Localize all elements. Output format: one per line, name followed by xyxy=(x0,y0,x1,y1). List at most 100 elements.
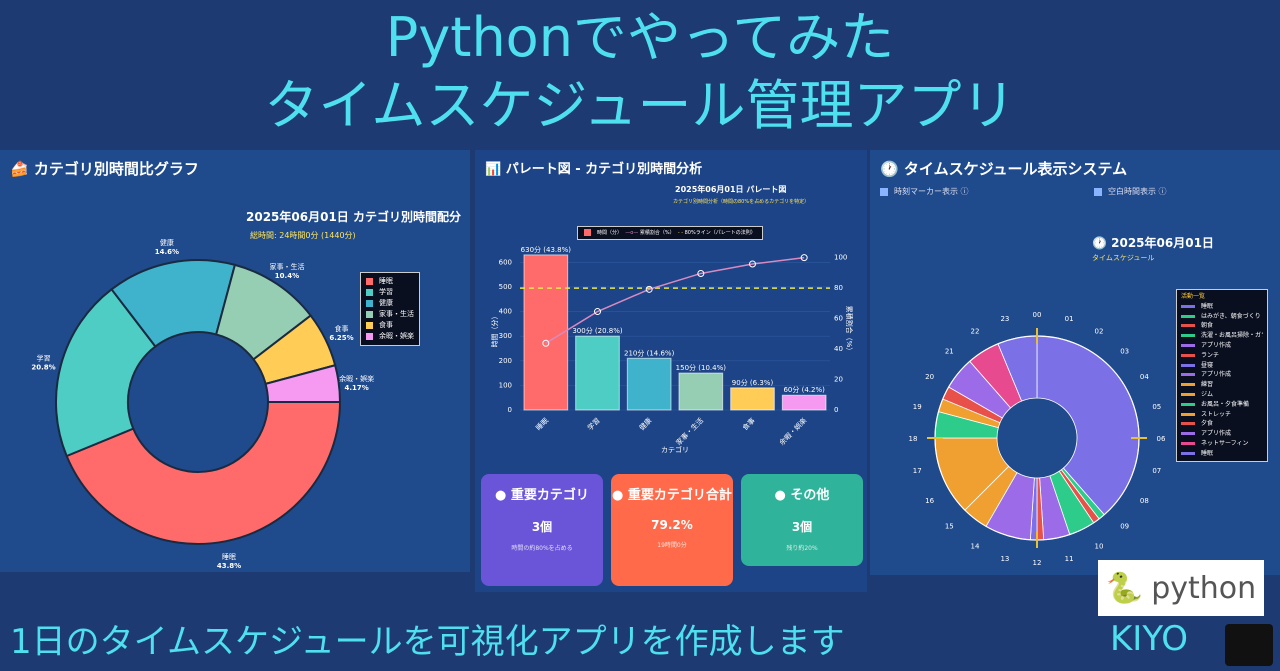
y2-tick-label: 20 xyxy=(834,376,843,384)
legend-item[interactable]: 睡眠 xyxy=(1181,449,1263,459)
pareto-chart-subtitle: カテゴリ別時間分析（時間の80%を占めるカテゴリを特定） xyxy=(673,199,810,205)
legend-item[interactable]: ネットサーフィン xyxy=(1181,439,1263,449)
legend-item[interactable]: ジム xyxy=(1181,390,1263,400)
legend-item[interactable]: 練習 xyxy=(1181,380,1263,390)
legend-swatch xyxy=(366,277,373,285)
donut-panel-title: 🍰 カテゴリ別時間比グラフ xyxy=(10,158,199,179)
card-note: 19時間0分 xyxy=(657,542,687,549)
legend-label: ネットサーフィン xyxy=(1201,439,1249,447)
time-marker-label: 時刻マーカー表示 xyxy=(894,187,958,196)
legend-label: ランチ xyxy=(1201,351,1220,359)
cake-icon: 🍰 xyxy=(10,160,34,178)
bar-value-label: 150分 (10.4%) xyxy=(676,363,727,372)
legend-threshold: 80%ライン（パレートの法則） xyxy=(684,230,756,236)
cumulative-point xyxy=(800,254,808,262)
legend-label: 朝食 xyxy=(1201,322,1214,330)
x-axis-label: カテゴリ xyxy=(661,445,689,454)
bar-value-label: 630分 (43.8%) xyxy=(521,245,572,254)
x-tick-label: 家事・生活 xyxy=(674,416,705,447)
schedule-panel-title-text: タイムスケジュール表示システム xyxy=(903,160,1128,178)
checkbox-checked-icon[interactable] xyxy=(1094,187,1102,196)
legend-label: アプリ作成 xyxy=(1201,341,1232,349)
legend-swatch xyxy=(1181,324,1195,328)
hour-label: 05 xyxy=(1152,403,1161,411)
y-tick-label: 400 xyxy=(499,308,512,316)
legend-label: ストレッチ xyxy=(1201,410,1232,418)
legend-label: アプリ作成 xyxy=(1201,371,1232,379)
checkbox-checked-icon[interactable] xyxy=(880,187,888,196)
donut-panel-title-text: カテゴリ別時間比グラフ xyxy=(33,160,199,178)
legend-item[interactable]: はみがき、朝食づくり xyxy=(1181,312,1263,322)
legend-item[interactable]: 健康 xyxy=(366,298,414,309)
legend-item[interactable]: 朝食 xyxy=(1181,321,1263,331)
card-title: 重要カテゴリ合計 xyxy=(627,488,732,503)
hour-label: 06 xyxy=(1157,435,1166,443)
legend-label: 余暇・娯楽 xyxy=(379,332,414,340)
legend-item[interactable]: 食事 xyxy=(366,320,414,331)
x-tick-label: 余暇・娯楽 xyxy=(777,416,808,447)
pareto-chart: 0 100 200 300 400 500 600 0 20 40 60 80 100 630分 (43.… xyxy=(490,245,854,454)
schedule-panel-title: 🕐 タイムスケジュール表示システム xyxy=(880,158,1127,179)
legend-item[interactable]: 睡眠 xyxy=(1181,302,1263,312)
card-title: 重要カテゴリ xyxy=(510,488,589,503)
hour-label: 21 xyxy=(945,347,954,355)
donut-percent: 14.6% xyxy=(155,248,179,256)
legend-swatch xyxy=(1181,343,1195,347)
hour-label: 00 xyxy=(1033,311,1042,319)
hour-label: 23 xyxy=(1000,315,1009,323)
y2-axis-label: 累積割合（%） xyxy=(845,306,854,355)
legend-item[interactable]: 昼寝 xyxy=(1181,361,1263,371)
blank-time-label: 空白時間表示 xyxy=(1108,187,1156,196)
legend-label: はみがき、朝食づくり xyxy=(1201,312,1261,320)
legend-swatch xyxy=(1181,392,1195,396)
cumulative-point xyxy=(645,285,653,293)
blank-time-checkbox[interactable]: 空白時間表示 ⓘ xyxy=(1094,186,1167,197)
donut-percent: 20.8% xyxy=(31,363,55,371)
legend-label: 学習 xyxy=(379,288,393,296)
legend-item[interactable]: 睡眠 xyxy=(366,276,414,287)
legend-item[interactable]: ストレッチ xyxy=(1181,410,1263,420)
legend-swatch xyxy=(366,288,373,296)
cumulative-point xyxy=(697,269,705,277)
donut-total: 総時間: 24時間0分 (1440分) xyxy=(250,231,356,240)
schedule-panel: 🕐 タイムスケジュール表示システム 時刻マーカー表示 ⓘ 空白時間表示 ⓘ 🕐 … xyxy=(870,150,1280,575)
legend-item[interactable]: アプリ作成 xyxy=(1181,429,1263,439)
y-axis-label: 時間（分） xyxy=(490,313,499,348)
legend-item[interactable]: アプリ作成 xyxy=(1181,341,1263,351)
legend-swatch xyxy=(1181,353,1195,357)
legend-label: 睡眠 xyxy=(379,277,393,285)
hour-label: 08 xyxy=(1140,497,1149,505)
banner-title-line2: タイムスケジュール管理アプリ xyxy=(264,74,1016,137)
legend-swatch xyxy=(1181,383,1195,387)
legend-item[interactable]: アプリ作成 xyxy=(1181,370,1263,380)
legend-swatch xyxy=(1181,451,1195,455)
donut-percent: 4.17% xyxy=(344,384,368,392)
legend-item[interactable]: お風呂・夕食準備 xyxy=(1181,400,1263,410)
card-value: 3個 xyxy=(791,520,813,534)
legend-swatch xyxy=(1181,314,1195,318)
legend-swatch xyxy=(366,310,373,318)
legend-swatch xyxy=(366,321,373,329)
mascot-icon xyxy=(1225,624,1273,666)
hour-label: 02 xyxy=(1095,328,1104,336)
time-marker-checkbox[interactable]: 時刻マーカー表示 ⓘ xyxy=(880,186,969,197)
pareto-bar xyxy=(626,357,672,411)
python-logo: 🐍 python xyxy=(1098,560,1264,616)
legend-item[interactable]: ランチ xyxy=(1181,351,1263,361)
card-note: 時間の約80%を占める xyxy=(511,545,573,552)
legend-item[interactable]: 家事・生活 xyxy=(366,309,414,320)
legend-label: 睡眠 xyxy=(1201,449,1214,457)
donut-legend: 睡眠学習健康 家事・生活 食事 余暇・娯楽 xyxy=(360,272,420,346)
legend-item[interactable]: 学習 xyxy=(366,287,414,298)
hour-label: 11 xyxy=(1065,555,1074,563)
donut-percent: 6.25% xyxy=(329,334,353,342)
legend-swatch xyxy=(1181,422,1195,426)
card-value: 3個 xyxy=(531,520,553,534)
donut-label: 健康 xyxy=(160,238,174,247)
legend-item[interactable]: 洗濯・お風呂掃除・ガラ磨き xyxy=(1181,331,1263,341)
legend-item[interactable]: 夕食 xyxy=(1181,419,1263,429)
donut-chart-title: 2025年06月01日 カテゴリ別時間配分 xyxy=(246,210,461,224)
legend-item[interactable]: 余暇・娯楽 xyxy=(366,331,414,342)
legend-label: 睡眠 xyxy=(1201,302,1214,310)
cumulative-point xyxy=(594,308,601,316)
